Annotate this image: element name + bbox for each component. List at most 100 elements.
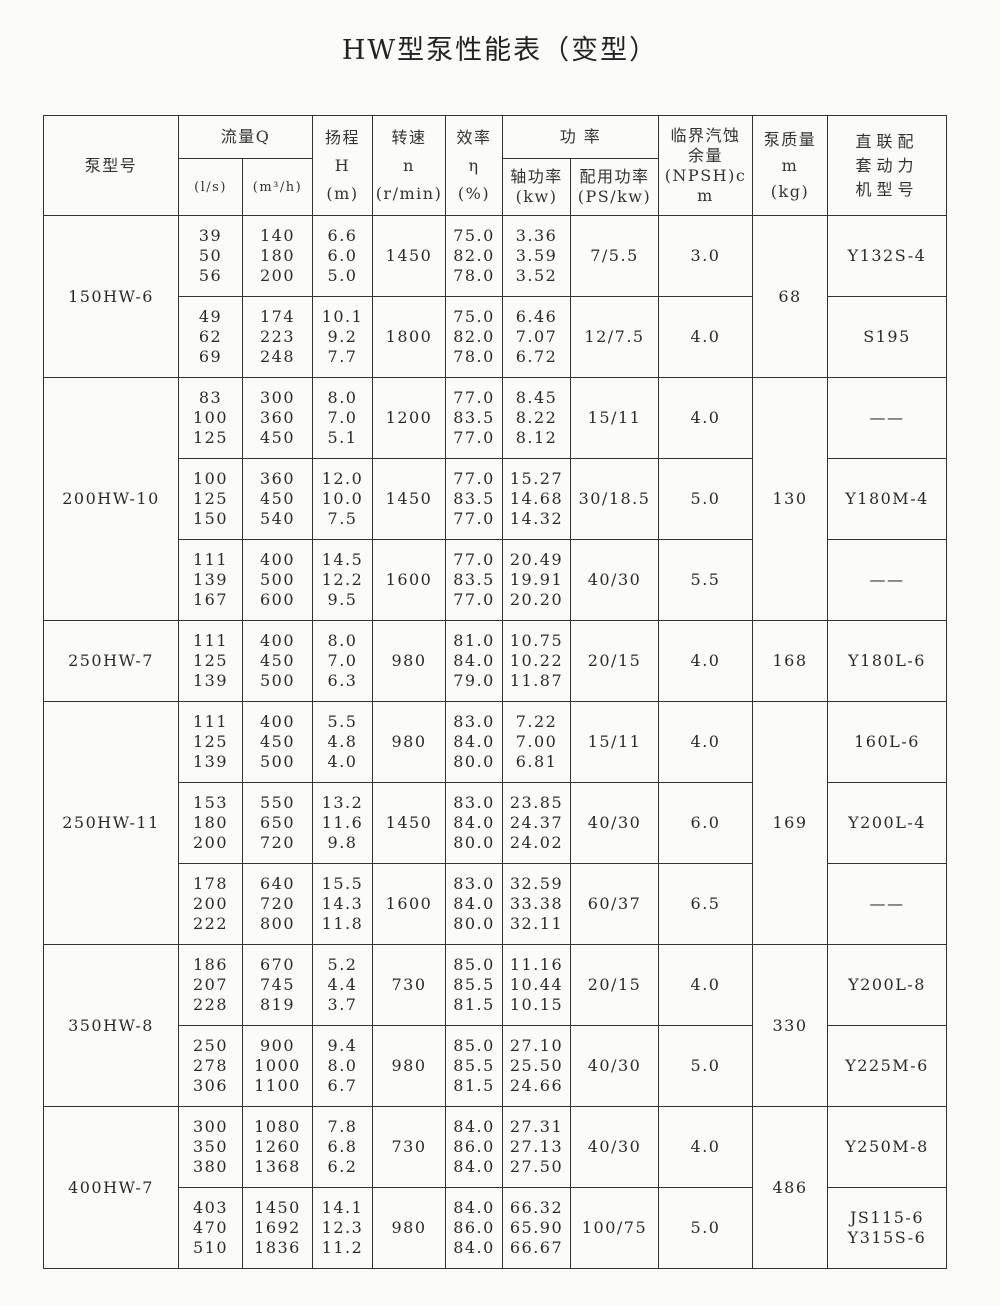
cell-line: 550 xyxy=(259,793,296,812)
shaft-power-cell: 20.49 19.91 20.20 xyxy=(502,539,571,621)
cell-line: 77.0 xyxy=(453,428,495,447)
table-body: 150HW-6 39 50 56 140 180 200 6.6 6.0 5.0 1450 75.0 8… xyxy=(43,215,947,1269)
flow-m3h-cell: 360 450 540 xyxy=(242,458,313,540)
cell-line: 140 xyxy=(259,226,296,245)
cell-line: 111 xyxy=(192,550,229,569)
cell-line: 222 xyxy=(192,914,229,933)
cell-line: 83.0 xyxy=(453,712,495,731)
cell-line: 10.1 xyxy=(321,307,364,326)
cell-line: 178 xyxy=(192,874,229,893)
cell-line: 186 xyxy=(192,955,229,974)
speed-cell: 730 xyxy=(372,944,446,1026)
cell-line: 450 xyxy=(259,489,296,508)
cell-line: 27.13 xyxy=(509,1137,564,1156)
cell-line: 720 xyxy=(259,833,296,852)
cell-line: 139 xyxy=(192,752,229,771)
npsh-cell: 6.0 xyxy=(658,782,753,864)
shaft-power-cell: 32.59 33.38 32.11 xyxy=(502,863,571,945)
cell-line: 65.90 xyxy=(509,1218,564,1237)
header-flow-m3h-unit: (m³/h) xyxy=(252,180,303,195)
flow-m3h-cell: 1080 1260 1368 xyxy=(242,1106,313,1188)
shaft-power-cell: 3.36 3.59 3.52 xyxy=(502,215,571,297)
cell-line: 7.7 xyxy=(327,347,358,366)
npsh-cell: 3.0 xyxy=(658,215,753,297)
header-rated-power-unit: (PS/kw) xyxy=(577,187,652,206)
npsh-cell: 5.0 xyxy=(658,1025,753,1107)
head-cell: 13.2 11.6 9.8 xyxy=(312,782,373,864)
cell-line: 14.1 xyxy=(321,1198,364,1217)
cell-line: 80.0 xyxy=(453,914,495,933)
motor-cell: 160L-6 xyxy=(827,701,947,783)
cell-line: 24.02 xyxy=(509,833,564,852)
cell-line: 81.0 xyxy=(453,631,495,650)
cell-line: 800 xyxy=(259,914,296,933)
motor-cell: —— xyxy=(827,539,947,621)
header-motor-line1: 直联配 xyxy=(855,131,919,151)
flow-ls-cell: 186 207 228 xyxy=(178,944,243,1026)
cell-line: 83.5 xyxy=(453,408,495,427)
flow-m3h-cell: 550 650 720 xyxy=(242,782,313,864)
header-mass-unit: (kg) xyxy=(770,181,810,201)
cell-line: 9.5 xyxy=(327,590,358,609)
header-speed-unit: (r/min) xyxy=(375,183,443,203)
table-row: 250 278 306 900 1000 1100 9.4 8.0 6.7 980 85.0 85.5… xyxy=(44,1025,947,1107)
cell-line: Y225M-6 xyxy=(845,1056,929,1075)
cell-line: 27.31 xyxy=(509,1117,564,1136)
cell-line: 3.7 xyxy=(327,995,358,1014)
cell-line: 14.3 xyxy=(321,894,364,913)
cell-line: 25.50 xyxy=(509,1056,564,1075)
efficiency-cell: 81.0 84.0 79.0 xyxy=(445,620,503,702)
cell-line: 12.2 xyxy=(321,570,364,589)
cell-line: 84.0 xyxy=(453,1157,495,1176)
npsh-cell: 4.0 xyxy=(658,1106,753,1188)
cell-line: 69 xyxy=(198,347,223,366)
cell-line: 5.1 xyxy=(327,428,358,447)
cell-line: Y315S-6 xyxy=(847,1228,927,1247)
rated-power-cell: 40/30 xyxy=(570,1106,659,1188)
cell-line: 27.10 xyxy=(509,1036,564,1055)
header-npsh-line3: (NPSH)c xyxy=(664,165,747,185)
cell-line: 250 xyxy=(192,1036,229,1055)
cell-line: 223 xyxy=(259,327,296,346)
flow-ls-cell: 100 125 150 xyxy=(178,458,243,540)
shaft-power-cell: 11.16 10.44 10.15 xyxy=(502,944,571,1026)
table-row: 403 470 510 1450 1692 1836 14.1 12.3 11.2 980 84.0… xyxy=(44,1187,947,1269)
table-row: 49 62 69 174 223 248 10.1 9.2 7.7 1800 75.0 82.0 78.… xyxy=(44,296,947,378)
cell-line: 84.0 xyxy=(453,651,495,670)
shaft-power-cell: 8.45 8.22 8.12 xyxy=(502,377,571,459)
cell-line: 11.16 xyxy=(509,955,564,974)
cell-line: 125 xyxy=(192,651,229,670)
table-row: 153 180 200 550 650 720 13.2 11.6 9.8 1450 83.0 84.… xyxy=(44,782,947,864)
motor-cell: —— xyxy=(827,863,947,945)
cell-line: 12.3 xyxy=(321,1218,364,1237)
header-npsh-line4: m xyxy=(697,185,714,205)
flow-ls-cell: 111 125 139 xyxy=(178,620,243,702)
cell-line: 1260 xyxy=(254,1137,301,1156)
speed-cell: 1200 xyxy=(372,377,446,459)
cell-line: 85.0 xyxy=(453,955,495,974)
rated-power-cell: 40/30 xyxy=(570,1025,659,1107)
flow-m3h-cell: 300 360 450 xyxy=(242,377,313,459)
cell-line: 84.0 xyxy=(453,813,495,832)
head-cell: 9.4 8.0 6.7 xyxy=(312,1025,373,1107)
flow-m3h-cell: 400 500 600 xyxy=(242,539,313,621)
head-cell: 5.2 4.4 3.7 xyxy=(312,944,373,1026)
rated-power-cell: 15/11 xyxy=(570,701,659,783)
head-cell: 6.6 6.0 5.0 xyxy=(312,215,373,297)
flow-ls-cell: 250 278 306 xyxy=(178,1025,243,1107)
efficiency-cell: 75.0 82.0 78.0 xyxy=(445,215,503,297)
cell-line: 125 xyxy=(192,489,229,508)
speed-cell: 1450 xyxy=(372,782,446,864)
header-power: 功 率 xyxy=(502,115,659,159)
cell-line: 400 xyxy=(259,550,296,569)
cell-line: 24.66 xyxy=(509,1076,564,1095)
cell-line: 900 xyxy=(259,1036,296,1055)
header-flow-ls: (l/s) xyxy=(178,158,243,216)
cell-line: —— xyxy=(869,570,905,589)
efficiency-cell: 83.0 84.0 80.0 xyxy=(445,863,503,945)
cell-line: 14.68 xyxy=(509,489,564,508)
motor-cell: Y225M-6 xyxy=(827,1025,947,1107)
flow-m3h-cell: 670 745 819 xyxy=(242,944,313,1026)
cell-line: 450 xyxy=(259,732,296,751)
cell-line: 83.5 xyxy=(453,489,495,508)
